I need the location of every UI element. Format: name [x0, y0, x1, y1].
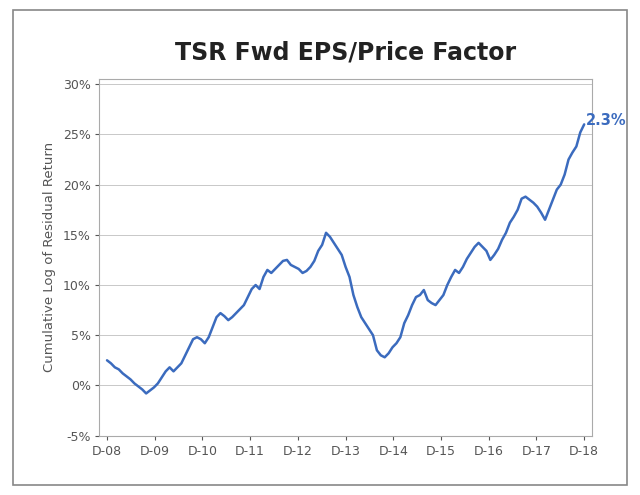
Y-axis label: Cumulative Log of Residual Return: Cumulative Log of Residual Return [43, 143, 56, 372]
Text: 2.3%: 2.3% [586, 113, 627, 128]
Title: TSR Fwd EPS/Price Factor: TSR Fwd EPS/Price Factor [175, 41, 516, 65]
